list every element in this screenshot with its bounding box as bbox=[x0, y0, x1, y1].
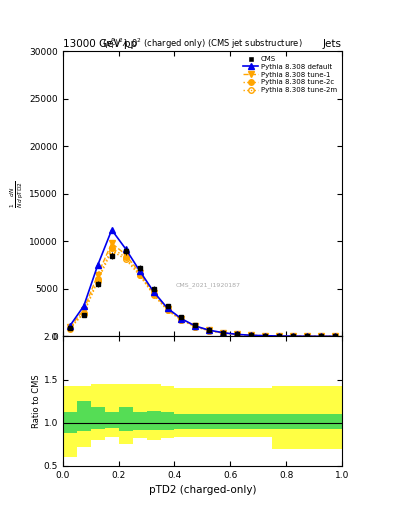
X-axis label: pTD2 (charged-only): pTD2 (charged-only) bbox=[149, 485, 256, 495]
Y-axis label: $\frac{1}{N}\frac{dN}{d\,\mathrm{pTD2}}$: $\frac{1}{N}\frac{dN}{d\,\mathrm{pTD2}}$ bbox=[9, 180, 26, 207]
Text: Jets: Jets bbox=[323, 38, 342, 49]
Text: 13000 GeV pp: 13000 GeV pp bbox=[63, 38, 137, 49]
Y-axis label: Ratio to CMS: Ratio to CMS bbox=[32, 374, 41, 428]
Legend: CMS, Pythia 8.308 default, Pythia 8.308 tune-1, Pythia 8.308 tune-2c, Pythia 8.3: CMS, Pythia 8.308 default, Pythia 8.308 … bbox=[241, 55, 338, 94]
Title: $(p_T^P)^2\lambda\_0^2$ (charged only) (CMS jet substructure): $(p_T^P)^2\lambda\_0^2$ (charged only) (… bbox=[102, 36, 303, 51]
Text: CMS_2021_I1920187: CMS_2021_I1920187 bbox=[176, 282, 241, 288]
